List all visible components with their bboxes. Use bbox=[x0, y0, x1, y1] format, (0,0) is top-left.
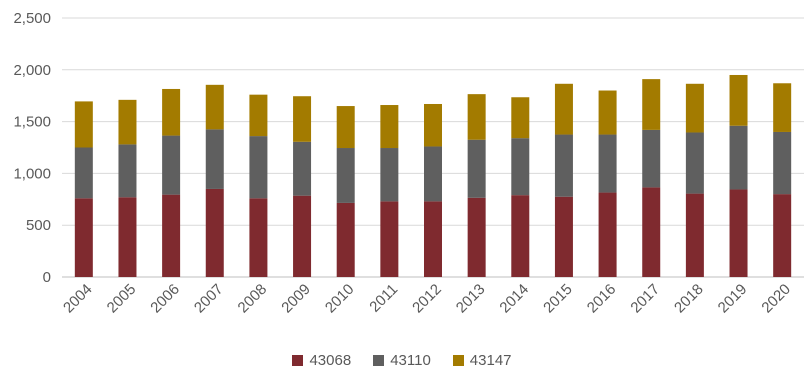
x-tick-label: 2013 bbox=[453, 281, 489, 317]
bar-segment-2013-series-3 bbox=[467, 94, 486, 140]
bar-segment-2015-series-2 bbox=[554, 134, 573, 197]
x-tick-label: 2017 bbox=[627, 281, 663, 317]
bar-segment-2020-series-3 bbox=[773, 83, 792, 132]
y-tick-label: 2,500 bbox=[13, 10, 51, 27]
bar-segment-2008-series-1 bbox=[249, 198, 268, 277]
bar-segment-2010-series-1 bbox=[336, 202, 355, 277]
bar-segment-2016-series-3 bbox=[598, 90, 617, 135]
legend-item-series-1: 43068 bbox=[292, 352, 351, 369]
bar-segment-2006-series-2 bbox=[162, 135, 181, 195]
x-tick-label: 2009 bbox=[278, 281, 314, 317]
bar-segment-2014-series-3 bbox=[511, 97, 530, 139]
bar-segment-2019-series-2 bbox=[729, 125, 748, 190]
bar-segment-2017-series-2 bbox=[642, 129, 661, 188]
bar-segment-2017-series-1 bbox=[642, 187, 661, 277]
legend-label-series-2: 43110 bbox=[390, 352, 431, 369]
legend-swatch-series-2 bbox=[373, 355, 385, 366]
bar-segment-2012-series-3 bbox=[424, 103, 442, 147]
x-tick-label: 2005 bbox=[104, 281, 140, 317]
bar-segment-2012-series-1 bbox=[424, 201, 442, 277]
bar-segment-2020-series-2 bbox=[773, 131, 792, 195]
bar-segment-2019-series-3 bbox=[729, 74, 748, 126]
legend-item-series-2: 43110 bbox=[373, 352, 431, 369]
y-tick-label: 500 bbox=[26, 217, 51, 234]
bar-segment-2018-series-3 bbox=[685, 83, 704, 133]
legend-swatch-series-3 bbox=[452, 355, 464, 366]
bar-segment-2008-series-2 bbox=[249, 136, 268, 199]
y-axis-tick-labels: 0 500 1,000 1,500 2,000 2,500 bbox=[13, 10, 51, 286]
x-tick-label: 2020 bbox=[758, 281, 794, 317]
bar-segment-2015-series-1 bbox=[554, 196, 573, 277]
x-tick-label: 2008 bbox=[235, 281, 271, 317]
bar-segment-2007-series-2 bbox=[205, 129, 224, 189]
x-tick-label: 2004 bbox=[60, 281, 96, 317]
bar-segment-2008-series-3 bbox=[249, 94, 268, 137]
bar-segment-2010-series-2 bbox=[336, 148, 355, 203]
legend-label-series-3: 43147 bbox=[469, 352, 512, 369]
bar-segment-2011-series-2 bbox=[380, 148, 399, 202]
x-axis-tick-labels: 2004 2005 2006 2007 2008 2009 2010 2011 2012 2013… bbox=[60, 281, 794, 317]
bar-segment-2020-series-1 bbox=[773, 194, 792, 277]
bar-segment-2015-series-3 bbox=[554, 83, 573, 135]
bar-segment-2009-series-1 bbox=[293, 195, 312, 277]
legend-swatch-series-1 bbox=[292, 355, 304, 366]
bar-segment-2013-series-1 bbox=[467, 197, 486, 277]
bar-segment-2004-series-3 bbox=[74, 101, 93, 148]
x-tick-label: 2016 bbox=[584, 281, 620, 317]
y-tick-label: 0 bbox=[43, 269, 51, 286]
bar-segment-2004-series-2 bbox=[74, 147, 93, 199]
legend-label-series-1: 43068 bbox=[309, 352, 352, 369]
bar-segment-2007-series-3 bbox=[205, 84, 224, 130]
legend-item-series-3: 43147 bbox=[452, 352, 512, 369]
x-tick-label: 2011 bbox=[366, 281, 401, 316]
bar-segment-2009-series-3 bbox=[293, 96, 312, 142]
bar-segment-2016-series-2 bbox=[598, 134, 617, 193]
bar-segment-2012-series-2 bbox=[424, 146, 442, 202]
bar-segment-2018-series-1 bbox=[685, 193, 704, 277]
bar-segment-2010-series-3 bbox=[336, 106, 355, 149]
bar-segment-2006-series-1 bbox=[162, 194, 181, 277]
y-tick-label: 2,000 bbox=[13, 62, 51, 79]
bar-segment-2011-series-3 bbox=[380, 105, 399, 149]
bar-segment-2019-series-1 bbox=[729, 189, 748, 277]
y-tick-label: 1,000 bbox=[13, 165, 51, 182]
x-tick-label: 2012 bbox=[409, 281, 445, 317]
bar-segment-2018-series-2 bbox=[685, 132, 704, 194]
bar-segment-2016-series-1 bbox=[598, 192, 617, 277]
x-tick-label: 2006 bbox=[147, 281, 183, 317]
x-tick-label: 2014 bbox=[497, 281, 533, 317]
bar-segment-2013-series-2 bbox=[467, 139, 486, 198]
x-tick-label: 2019 bbox=[715, 281, 751, 317]
bar-segment-2007-series-1 bbox=[205, 188, 224, 277]
y-tick-label: 1,500 bbox=[13, 114, 51, 131]
bar-segment-2004-series-1 bbox=[74, 198, 93, 277]
bar-segment-2006-series-3 bbox=[162, 88, 181, 136]
bar-segment-2005-series-1 bbox=[118, 197, 137, 277]
bar-segment-2005-series-2 bbox=[118, 144, 137, 198]
bar-segment-2011-series-1 bbox=[380, 201, 399, 277]
legend: 43068 43110 43147 bbox=[0, 352, 804, 369]
x-tick-label: 2018 bbox=[671, 281, 707, 317]
x-tick-label: 2007 bbox=[191, 281, 227, 317]
bar-segment-2014-series-1 bbox=[511, 195, 530, 277]
bar-segment-2014-series-2 bbox=[511, 138, 530, 196]
x-tick-label: 2015 bbox=[540, 281, 576, 317]
x-tick-label: 2010 bbox=[322, 281, 358, 317]
bar-segment-2017-series-3 bbox=[642, 79, 661, 130]
bar-segment-2009-series-2 bbox=[293, 141, 312, 196]
bar-segment-2005-series-3 bbox=[118, 99, 137, 145]
bars bbox=[74, 74, 792, 277]
